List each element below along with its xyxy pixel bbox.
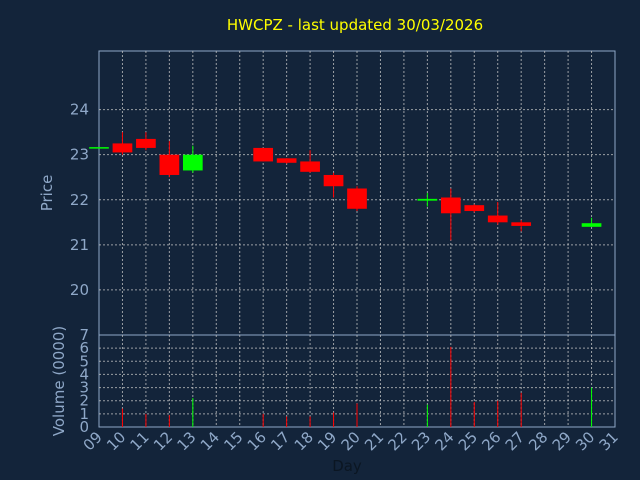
day-tick-label: 31 xyxy=(596,428,622,454)
price-y-tick: 23 xyxy=(70,146,89,164)
candlestick-series xyxy=(89,132,602,241)
day-tick-label: 24 xyxy=(431,428,457,454)
day-tick-label: 25 xyxy=(455,428,481,454)
candle-body xyxy=(276,158,297,163)
volume-y-tick: 7 xyxy=(79,326,89,344)
volume-y-tick: 3 xyxy=(79,379,89,397)
candle xyxy=(347,186,367,212)
candle-body xyxy=(511,222,532,226)
candle-body xyxy=(323,174,344,187)
day-tick-label: 10 xyxy=(103,428,129,454)
price-y-tick: 21 xyxy=(70,236,89,254)
candle-body xyxy=(487,215,508,223)
day-tick-label: 19 xyxy=(314,428,340,454)
day-tick-label: 16 xyxy=(244,428,270,454)
candle-body xyxy=(159,154,180,175)
day-tick-labels: 0910111213141516171819202122232425262728… xyxy=(80,428,622,454)
candle xyxy=(581,217,602,227)
candle-body xyxy=(417,198,438,201)
candle-body xyxy=(182,154,203,171)
day-tick-label: 20 xyxy=(338,428,364,454)
candle xyxy=(159,141,180,178)
volume-y-tick: 4 xyxy=(79,365,89,383)
candle-body xyxy=(347,188,367,209)
candle-body xyxy=(112,143,133,153)
day-tick-label: 12 xyxy=(150,428,176,454)
volume-axis-label: Volume (0000) xyxy=(50,326,68,436)
candle xyxy=(112,132,133,155)
candle xyxy=(417,193,438,207)
volume-y-tick: 1 xyxy=(79,405,89,423)
volume-bar-series xyxy=(121,346,593,427)
day-tick-label: 26 xyxy=(478,428,504,454)
price-axis-label: Price xyxy=(38,175,56,212)
candle-body xyxy=(440,197,461,214)
candle-body xyxy=(464,205,485,212)
candle-body xyxy=(300,161,320,172)
day-tick-label: 29 xyxy=(549,428,575,454)
candle xyxy=(276,158,297,164)
day-tick-label: 17 xyxy=(267,428,293,454)
candle xyxy=(182,145,203,173)
candle xyxy=(440,188,461,241)
day-tick-label: 11 xyxy=(127,428,153,454)
candle xyxy=(300,150,320,173)
day-tick-label: 23 xyxy=(408,428,434,454)
price-y-tick: 22 xyxy=(70,191,89,209)
day-tick-label: 15 xyxy=(220,428,246,454)
candle-body xyxy=(581,223,602,227)
day-axis-label: Day xyxy=(332,457,362,475)
price-panel: 20 21 22 23 24 Price xyxy=(38,50,616,336)
day-tick-label: 27 xyxy=(502,428,528,454)
candle xyxy=(136,132,156,151)
day-tick-label: 28 xyxy=(525,428,551,454)
candle xyxy=(323,172,344,198)
day-tick-label: 22 xyxy=(385,428,411,454)
candle-body xyxy=(136,138,156,148)
day-tick-label: 18 xyxy=(291,428,317,454)
price-y-tick: 24 xyxy=(70,101,89,119)
candle-body xyxy=(253,147,274,162)
day-tick-label: 13 xyxy=(173,428,199,454)
volume-y-tick: 0 xyxy=(79,418,89,436)
day-tick-label: 14 xyxy=(197,428,223,454)
candle xyxy=(253,147,274,162)
volume-y-tick: 5 xyxy=(79,352,89,370)
candle xyxy=(487,202,508,225)
candle xyxy=(511,220,532,232)
day-tick-label: 21 xyxy=(361,428,387,454)
candle xyxy=(464,204,485,213)
volume-y-tick: 2 xyxy=(79,392,89,410)
day-tick-label: 30 xyxy=(572,428,598,454)
volume-y-tick: 6 xyxy=(79,339,89,357)
price-y-tick-labels: 20 21 22 23 24 xyxy=(70,101,89,299)
chart-title: HWCPZ - last updated 30/03/2026 xyxy=(227,16,483,34)
price-y-tick: 20 xyxy=(70,281,89,299)
